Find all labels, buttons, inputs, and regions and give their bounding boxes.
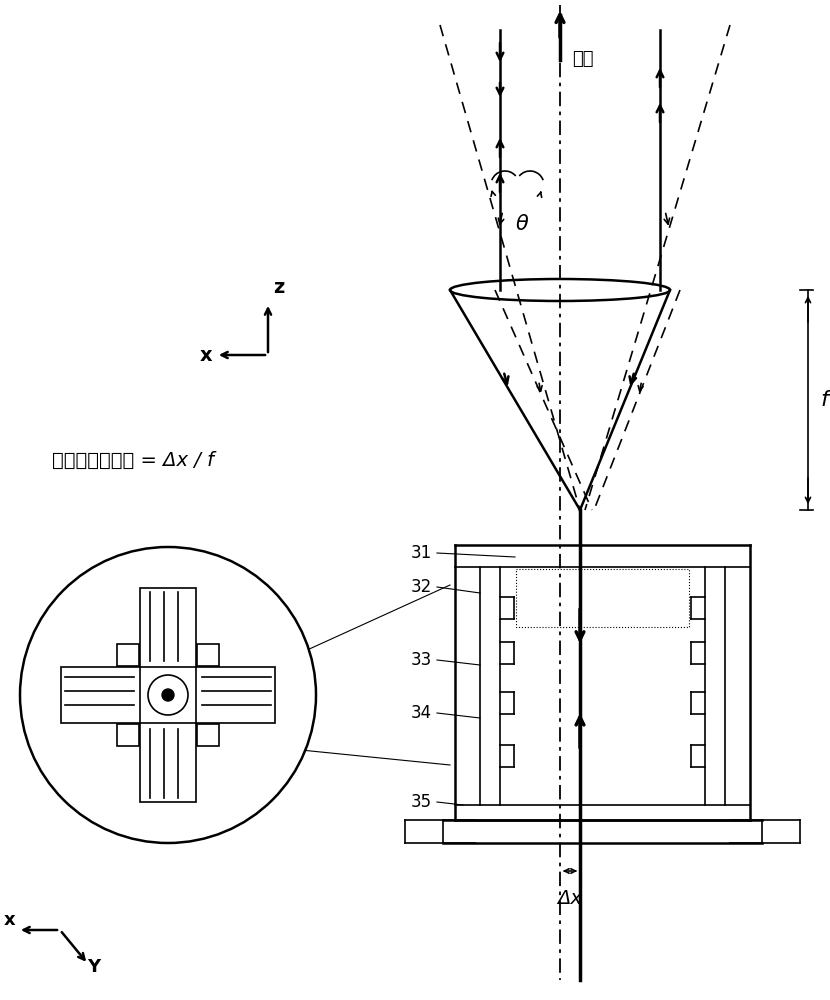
Text: 光轴: 光轴 bbox=[572, 50, 593, 68]
Text: θ: θ bbox=[515, 214, 529, 234]
Text: f: f bbox=[820, 390, 828, 410]
Text: 31: 31 bbox=[411, 544, 432, 562]
Bar bbox=[117, 724, 139, 746]
Text: 33: 33 bbox=[411, 651, 432, 669]
Bar bbox=[61, 667, 275, 723]
Text: x: x bbox=[4, 911, 16, 929]
Text: 34: 34 bbox=[411, 704, 432, 722]
Text: Δx: Δx bbox=[558, 889, 583, 908]
Circle shape bbox=[162, 689, 174, 701]
Text: z: z bbox=[273, 278, 284, 297]
Text: 35: 35 bbox=[411, 793, 432, 811]
Text: x: x bbox=[200, 346, 212, 365]
Bar bbox=[117, 644, 139, 666]
Text: 32: 32 bbox=[411, 578, 432, 596]
Text: 光束倾斜校正量 = Δx / f: 光束倾斜校正量 = Δx / f bbox=[52, 450, 214, 470]
Text: Y: Y bbox=[87, 958, 100, 976]
Bar bbox=[197, 724, 219, 746]
Bar bbox=[197, 644, 219, 666]
Bar bbox=[140, 588, 196, 802]
Bar bbox=[516, 569, 689, 627]
